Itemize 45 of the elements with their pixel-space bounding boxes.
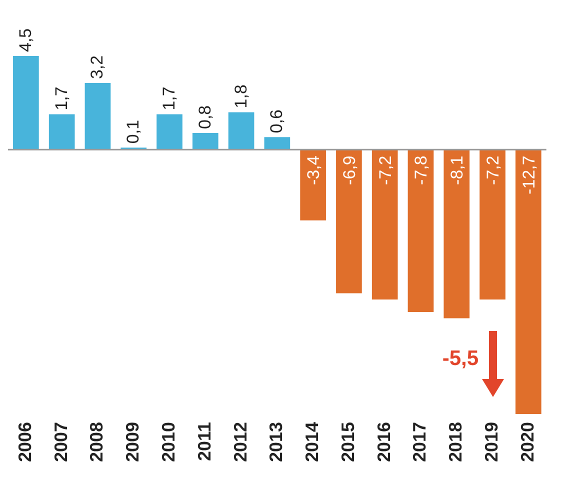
data-label: 3,2 [88, 55, 107, 80]
bar [515, 150, 542, 414]
x-tick-label: 2008 [86, 422, 107, 462]
x-tick-label: 2009 [122, 422, 143, 462]
bar [156, 114, 182, 150]
x-tick-label: 2007 [50, 422, 71, 462]
x-tick-label: 2019 [481, 422, 502, 462]
x-tick-label: 2017 [410, 422, 430, 462]
x-tick-label: 2014 [302, 422, 322, 462]
bar [300, 150, 326, 220]
data-label: 0,1 [124, 120, 143, 144]
data-label: -7,2 [484, 156, 503, 185]
x-tick-label: 2011 [194, 422, 214, 462]
data-label: 1,8 [231, 84, 250, 108]
data-label: 0,6 [267, 110, 286, 134]
annotation: -5,5 [442, 346, 479, 370]
data-label: -7,8 [412, 156, 431, 185]
x-tick-label: 2020 [517, 422, 538, 462]
data-label: 4,5 [16, 28, 35, 52]
data-label: 1,7 [52, 86, 71, 110]
data-label: -6,9 [340, 156, 359, 185]
bar [13, 56, 39, 150]
data-label: -3,4 [304, 156, 324, 185]
x-tick-label: 2013 [266, 422, 286, 462]
data-label: -8,1 [448, 156, 467, 185]
bar [264, 137, 290, 150]
data-label: -12,7 [519, 156, 538, 194]
bar [228, 112, 254, 150]
bar [408, 150, 434, 312]
bar [444, 150, 470, 318]
x-tick-label: 2018 [446, 422, 466, 462]
x-tick-label: 2015 [338, 422, 358, 462]
bar [372, 150, 398, 300]
data-label: -7,2 [376, 156, 395, 185]
bar [84, 83, 111, 150]
bar [192, 133, 218, 150]
data-label: 0,8 [195, 105, 214, 129]
x-tick-label: 2010 [158, 422, 178, 462]
data-label: 1,7 [160, 86, 179, 110]
bar [336, 150, 362, 294]
x-tick-label: 2016 [374, 422, 394, 462]
x-tick-label: 2006 [14, 422, 35, 462]
x-tick-label: 2012 [230, 422, 250, 462]
bar [48, 114, 75, 150]
bar [480, 150, 506, 300]
